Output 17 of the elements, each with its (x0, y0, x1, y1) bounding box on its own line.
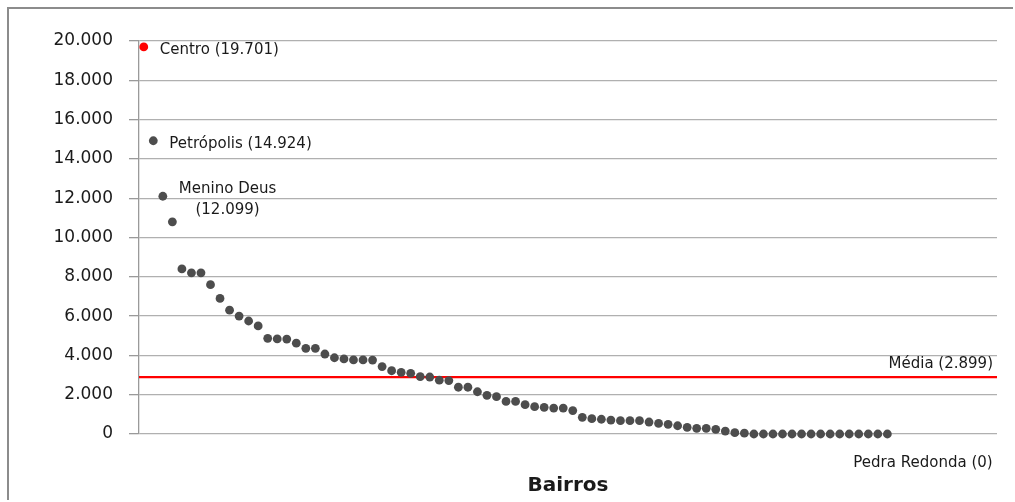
data-label: Petrópolis (14.924) (169, 133, 312, 152)
data-label: Pedra Redonda (0) (853, 452, 993, 471)
y-tick-label: 12.000 (53, 186, 113, 207)
ref-line-label: Média (2.899) (888, 354, 993, 373)
y-tick-label: 4.000 (64, 343, 113, 364)
y-tick-label: 6.000 (64, 304, 113, 325)
y-tick-label: 14.000 (53, 147, 113, 168)
y-tick-label: 10.000 (53, 225, 113, 246)
x-axis-title: Bairros (527, 472, 609, 497)
data-label: Menino Deus (12.099) (178, 178, 277, 218)
y-tick-label: 20.000 (53, 29, 113, 50)
data-label: Centro (19.701) (159, 39, 279, 58)
y-tick-label: 8.000 (64, 265, 113, 286)
y-tick-label: 16.000 (53, 108, 113, 129)
y-tick-label: 18.000 (53, 68, 113, 89)
y-tick-label: 2.000 (64, 383, 113, 404)
y-tick-label: 0 (102, 422, 113, 443)
